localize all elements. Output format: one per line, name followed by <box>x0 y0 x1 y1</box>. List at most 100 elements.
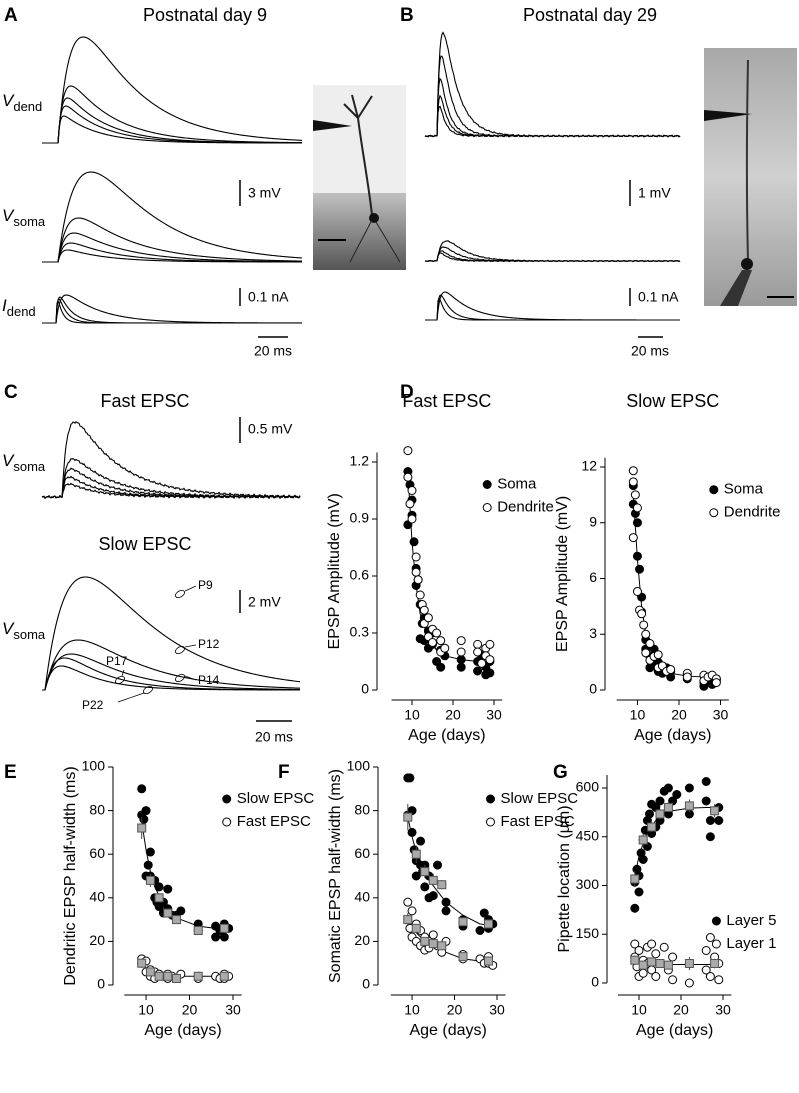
point <box>219 932 229 942</box>
panel-title: Slow EPSC <box>98 534 191 554</box>
point <box>630 903 640 913</box>
y-tick-label: 20 <box>89 932 105 948</box>
x-tick-label: 20 <box>182 1002 198 1018</box>
label-sub: dend <box>7 304 36 319</box>
legend-label: Soma <box>497 475 537 492</box>
point <box>436 636 446 646</box>
point <box>701 946 711 955</box>
y-axis-label: EPSP Amplitude (mV) <box>554 496 571 652</box>
y-axis-label: Somatic EPSP half-width (ms) <box>327 769 344 983</box>
x-tick-label: 10 <box>630 707 646 723</box>
point <box>413 575 423 585</box>
mean-marker <box>171 973 181 983</box>
mean-marker <box>655 809 665 819</box>
point <box>456 647 466 657</box>
x-axis-label: Age (days) <box>144 1022 221 1039</box>
label-main: I <box>2 296 7 315</box>
label-main: V <box>2 206 15 225</box>
mean-marker <box>411 923 421 933</box>
mean-marker <box>420 936 430 946</box>
point <box>653 650 663 660</box>
point <box>635 564 645 574</box>
y-tick-label: 0.9 <box>350 510 370 526</box>
x-axis-label: Age (days) <box>634 727 711 744</box>
trace <box>41 482 301 500</box>
trace <box>42 639 301 691</box>
legend-label: Fast EPSC <box>501 813 575 830</box>
y-tick-label: 1.2 <box>350 453 370 469</box>
annotation: P17 <box>106 654 128 668</box>
point <box>405 773 415 783</box>
mean-marker <box>684 801 694 811</box>
x-axis-label: Age (days) <box>408 727 485 744</box>
y-tick-label: 9 <box>589 513 597 529</box>
chart-title: Fast EPSC <box>402 391 491 411</box>
mean-marker <box>420 867 430 877</box>
scale-label: 0.1 nA <box>248 289 289 305</box>
panel-label: B <box>400 5 414 26</box>
point <box>141 806 151 816</box>
scale-label: 0.5 mV <box>248 421 293 437</box>
point <box>632 503 642 513</box>
mean-marker <box>219 971 229 981</box>
x-axis-label: Age (days) <box>636 1022 713 1039</box>
x-tick-label: 30 <box>489 1002 505 1018</box>
point <box>682 672 692 682</box>
trace <box>424 55 681 138</box>
trace <box>41 421 301 499</box>
point <box>139 814 149 824</box>
point <box>701 777 711 786</box>
point <box>477 658 487 668</box>
trace <box>41 475 301 500</box>
point <box>411 552 421 562</box>
y-tick-label: 60 <box>354 845 370 861</box>
y-tick-label: 100 <box>82 758 106 774</box>
point <box>405 499 415 509</box>
trace <box>42 36 303 144</box>
y-tick-label: 0.3 <box>350 624 370 640</box>
trace <box>42 653 301 691</box>
mean-marker <box>710 959 720 968</box>
y-tick-label: 3 <box>589 625 597 641</box>
y-tick-label: 0.6 <box>350 567 370 583</box>
panel-label: E <box>4 762 17 783</box>
mean-marker <box>458 952 468 962</box>
point <box>705 972 715 981</box>
mean-marker <box>484 919 494 929</box>
point <box>641 629 651 639</box>
mean-marker <box>638 835 648 845</box>
panel-title: Fast EPSC <box>100 391 189 411</box>
y-axis-label: Dendritic EPSP half-width (ms) <box>62 766 79 985</box>
legend-label: Fast EPSC <box>237 813 311 830</box>
trace <box>41 457 301 499</box>
fit-line <box>141 821 234 929</box>
trace <box>42 217 303 263</box>
point <box>638 968 648 978</box>
legend-label: Layer 1 <box>726 935 776 952</box>
label-sub: soma <box>13 627 46 642</box>
point <box>630 490 640 500</box>
point <box>647 939 657 949</box>
point <box>632 518 642 528</box>
point <box>711 678 721 688</box>
trace <box>424 240 681 263</box>
label-main: V <box>2 91 15 110</box>
point <box>419 605 429 615</box>
scale-label: 20 ms <box>631 343 669 359</box>
panel-label: C <box>4 382 18 403</box>
y-tick-label: 60 <box>89 845 105 861</box>
legend-marker <box>709 485 719 495</box>
point <box>176 906 186 916</box>
point <box>638 855 648 864</box>
point <box>659 942 669 952</box>
point <box>639 620 649 630</box>
point <box>433 860 443 870</box>
point <box>407 486 417 495</box>
label-main: V <box>2 619 15 638</box>
point <box>423 613 433 623</box>
mean-marker <box>154 893 164 903</box>
point <box>420 882 430 892</box>
mean-marker <box>647 822 657 832</box>
panel-label: D <box>400 382 414 403</box>
